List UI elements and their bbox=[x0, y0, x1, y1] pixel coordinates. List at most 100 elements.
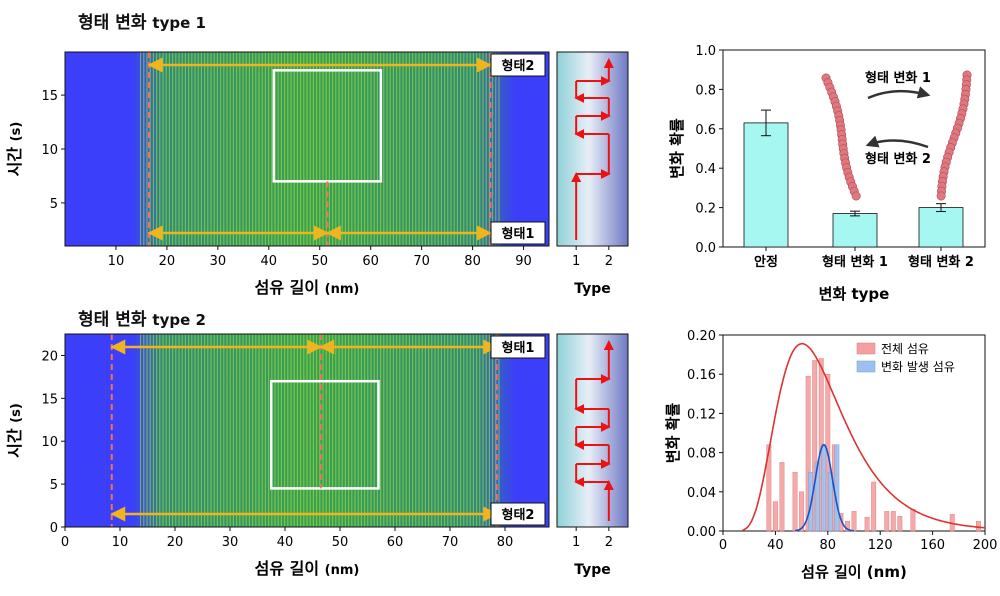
annotation-transition-1: 형태 변화 1 bbox=[865, 70, 931, 86]
y-tick-label: 5 bbox=[50, 197, 58, 212]
x-tick-label: 30 bbox=[222, 535, 239, 550]
x-tick-label: 70 bbox=[442, 535, 459, 550]
x-tick-label: 안정 bbox=[754, 254, 778, 270]
hist-bar-all bbox=[792, 471, 798, 532]
y-axis-label: 시간 (s) bbox=[5, 122, 24, 177]
y-tick-label: 0 bbox=[50, 521, 58, 536]
fiber-bead bbox=[851, 191, 861, 201]
legend-label-changed: 변화 발생 섬유 bbox=[881, 360, 955, 374]
fit-curve-changed bbox=[794, 443, 854, 532]
panel-a-title-main: 형태 변화 bbox=[78, 13, 147, 33]
hist-bar-all bbox=[910, 509, 916, 532]
y-tick-label: 0.20 bbox=[687, 329, 716, 344]
x-tick-label: 60 bbox=[362, 254, 379, 269]
x-tick-label: 40 bbox=[767, 538, 784, 553]
hist-bar-all bbox=[976, 520, 981, 532]
x-tick-label: 80 bbox=[464, 254, 481, 269]
y-tick-label: 0.6 bbox=[695, 123, 716, 138]
y-axis-label: 변화 확률 bbox=[664, 403, 682, 464]
state-label-bottom: 형태2 bbox=[502, 507, 535, 523]
type-tick-label: 1 bbox=[572, 535, 580, 550]
y-tick-label: 0.4 bbox=[695, 162, 716, 177]
state-label-bottom: 형태1 bbox=[502, 226, 535, 242]
hist-bar-all bbox=[884, 511, 890, 532]
x-tick-label: 70 bbox=[413, 254, 430, 269]
highlight-box bbox=[270, 379, 380, 490]
hist-bar-all bbox=[799, 491, 805, 532]
hist-bar-all bbox=[812, 360, 818, 532]
x-tick-label: 120 bbox=[868, 538, 893, 553]
hist-bar-changed bbox=[834, 444, 840, 532]
state-label-bottom-box bbox=[490, 502, 546, 526]
y-tick-label: 20 bbox=[41, 349, 58, 364]
bar bbox=[743, 122, 789, 248]
x-tick-label: 20 bbox=[159, 254, 176, 269]
x-tick-label: 200 bbox=[973, 538, 998, 553]
y-tick-label: 1.0 bbox=[695, 44, 716, 59]
hist-bar-changed bbox=[814, 462, 820, 532]
x-tick-label: 90 bbox=[515, 254, 532, 269]
y-tick-label: 10 bbox=[41, 435, 58, 450]
x-tick-label: 10 bbox=[108, 254, 125, 269]
type-axis-label: Type bbox=[574, 562, 611, 578]
hist-bar-all bbox=[779, 462, 785, 532]
y-axis-label: 변화 확률 bbox=[668, 118, 686, 179]
annotation-transition-2: 형태 변화 2 bbox=[865, 151, 931, 167]
y-tick-label: 0.08 bbox=[687, 447, 716, 462]
transition-arrow-1 bbox=[867, 86, 931, 100]
y-axis-label: 시간 (s) bbox=[5, 403, 24, 458]
hist-bar-changed bbox=[821, 444, 827, 532]
state-label-top: 형태2 bbox=[502, 58, 535, 74]
state-label-top: 형태1 bbox=[502, 340, 535, 356]
x-tick-label: 형태 변화 2 bbox=[908, 254, 974, 270]
type-strip bbox=[556, 51, 629, 247]
y-tick-label: 0.0 bbox=[695, 241, 716, 256]
x-axis-label: 섬유 길이 (nm) bbox=[255, 278, 360, 297]
x-tick-label: 50 bbox=[332, 535, 349, 550]
hist-bar-all bbox=[772, 501, 778, 532]
transition-arrow-2 bbox=[865, 135, 929, 149]
fit-curve-all bbox=[742, 342, 986, 531]
y-tick-label: 0.04 bbox=[687, 486, 716, 501]
panel-a-title-sub: type 1 bbox=[152, 14, 206, 32]
x-tick-label: 40 bbox=[261, 254, 278, 269]
x-axis-label: 섬유 길이 (nm) bbox=[255, 559, 360, 578]
y-tick-label: 15 bbox=[41, 392, 58, 407]
hist-bar-all bbox=[766, 444, 772, 532]
y-tick-label: 0.8 bbox=[695, 83, 716, 98]
type-axis-label: Type bbox=[574, 281, 611, 297]
fiber-bead bbox=[936, 191, 946, 201]
x-tick-label: 30 bbox=[210, 254, 227, 269]
x-tick-label: 50 bbox=[311, 254, 328, 269]
panel-b-title: 형태 변화 type 2 bbox=[78, 305, 206, 330]
panel-a-title: 형태 변화 type 1 bbox=[78, 8, 206, 33]
x-tick-label: 40 bbox=[277, 535, 294, 550]
plot-frame bbox=[64, 333, 550, 528]
type-tick-label: 1 bbox=[572, 254, 580, 269]
legend-label-all: 전체 섬유 bbox=[881, 342, 929, 356]
x-axis-label: 변화 type bbox=[819, 285, 890, 303]
y-tick-label: 0.2 bbox=[695, 202, 716, 217]
state-label-bottom-box bbox=[490, 221, 546, 245]
hist-bar-all bbox=[871, 481, 877, 532]
bar bbox=[918, 207, 964, 248]
hist-bar-all bbox=[851, 511, 857, 532]
y-tick-label: 0.12 bbox=[687, 407, 716, 422]
fiber-illustration bbox=[821, 73, 861, 201]
x-tick-label: 0 bbox=[61, 535, 69, 550]
x-tick-label: 80 bbox=[497, 535, 514, 550]
y-tick-label: 5 bbox=[50, 478, 58, 493]
panel-b-title-main: 형태 변화 bbox=[78, 310, 147, 330]
legend-swatch-changed bbox=[856, 360, 876, 373]
hist-bar-all bbox=[864, 517, 870, 532]
x-tick-label: 80 bbox=[820, 538, 837, 553]
hist-bar-all bbox=[897, 516, 903, 532]
x-tick-label: 0 bbox=[719, 538, 727, 553]
type-tick-label: 2 bbox=[605, 535, 613, 550]
hist-bar-all bbox=[805, 375, 811, 532]
x-tick-label: 60 bbox=[387, 535, 404, 550]
